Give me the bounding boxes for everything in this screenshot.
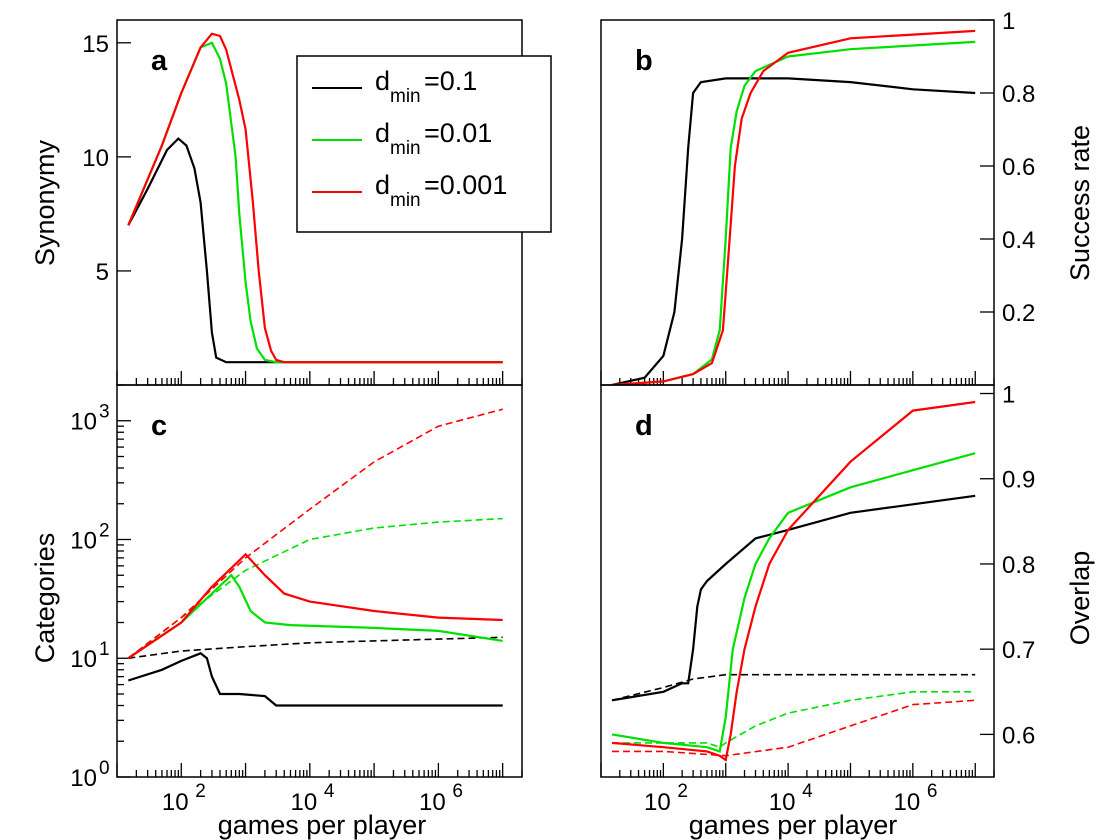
- y-tick-label: 0.7: [1002, 637, 1035, 664]
- plot-frame: [116, 384, 523, 778]
- series-line: [127, 137, 503, 364]
- y-tick-label: 0.6: [1002, 154, 1035, 181]
- series-line: [611, 77, 976, 385]
- x-tick-exponent: 2: [195, 781, 206, 802]
- series-line: [611, 400, 976, 762]
- series-line: [611, 494, 976, 702]
- y-tick-label: 5: [96, 259, 109, 286]
- panel-label-c: c: [151, 410, 167, 442]
- legend-subscript: min: [390, 190, 421, 211]
- y-tick-label: 10: [82, 145, 109, 172]
- panel-label-d: d: [635, 410, 653, 442]
- series-line: [127, 652, 503, 707]
- series-line: [611, 40, 976, 385]
- series-line: [127, 408, 503, 659]
- series-line: [127, 573, 503, 660]
- series-line: [127, 552, 503, 660]
- x-tick-exponent: 4: [324, 781, 335, 802]
- x-tick-label: 10: [162, 789, 189, 816]
- x-tick-label: 10: [419, 789, 446, 816]
- plot-frame: [600, 19, 995, 386]
- y-tick-label: 0.6: [1002, 722, 1035, 749]
- ylabel-c: Categories: [30, 533, 60, 664]
- x-tick-exponent: 6: [452, 781, 463, 802]
- panel-b: 0.2 0.4 0.6 0.8 1 b: [600, 8, 1035, 386]
- legend-label: d: [375, 170, 390, 200]
- panel-label-b: b: [635, 45, 653, 77]
- y-tick-exponent: 1: [99, 639, 110, 660]
- y-tick-label: 10: [70, 409, 97, 436]
- y-tick-label: 0.8: [1002, 81, 1035, 108]
- series-line: [611, 673, 976, 702]
- y-tick-label: 0.2: [1002, 300, 1035, 327]
- panel-c: 10 2 10 4 10 610 010 110 210 3 c: [70, 384, 523, 816]
- y-tick-label: 1: [1002, 8, 1015, 35]
- y-tick-label: 0.9: [1002, 467, 1035, 494]
- y-tick-label: 10: [70, 646, 97, 673]
- y-tick-label: 15: [82, 31, 109, 58]
- legend-subscript: min: [390, 86, 421, 107]
- x-tick-exponent: 4: [802, 781, 813, 802]
- panel-label-a: a: [151, 45, 168, 77]
- series-line: [127, 517, 503, 659]
- legend-subscript: min: [390, 138, 421, 159]
- y-tick-exponent: 2: [99, 520, 110, 541]
- ylabel-a: Synonymy: [30, 139, 60, 266]
- x-tick-label: 10: [894, 789, 921, 816]
- y-tick-label: 1: [1002, 382, 1015, 409]
- x-tick-label: 10: [644, 789, 671, 816]
- legend-box: [296, 55, 552, 233]
- y-tick-label: 10: [70, 765, 97, 792]
- ylabel-d: Overlap: [1065, 551, 1095, 646]
- panel-d: 10 2 10 4 10 6 0.6 0.7 0.8 0.9 1 d: [600, 382, 1035, 816]
- series-line: [611, 452, 976, 753]
- legend-value: =0.001: [424, 170, 507, 200]
- series-line: [128, 636, 503, 659]
- series-line: [612, 699, 976, 757]
- plot-frame: [600, 384, 995, 778]
- x-tick-exponent: 2: [677, 781, 688, 802]
- legend-label: d: [375, 66, 390, 96]
- x-tick-label: 10: [769, 789, 796, 816]
- xlabel-right: games per player: [689, 810, 898, 840]
- ylabel-b: Success rate: [1065, 125, 1095, 281]
- xlabel-left: games per player: [218, 810, 427, 840]
- y-tick-label: 0.4: [1002, 227, 1035, 254]
- y-tick-label: 10: [70, 527, 97, 554]
- y-tick-label: 0.8: [1002, 552, 1035, 579]
- series-line: [611, 29, 976, 385]
- y-tick-exponent: 0: [99, 758, 110, 779]
- legend-value: =0.1: [424, 66, 477, 96]
- x-tick-label: 10: [290, 789, 317, 816]
- legend-label: d: [375, 118, 390, 148]
- x-tick-exponent: 6: [927, 781, 938, 802]
- series-line: [612, 690, 976, 749]
- legend-value: =0.01: [424, 118, 492, 148]
- series-line: [127, 32, 503, 364]
- y-tick-exponent: 3: [99, 402, 110, 423]
